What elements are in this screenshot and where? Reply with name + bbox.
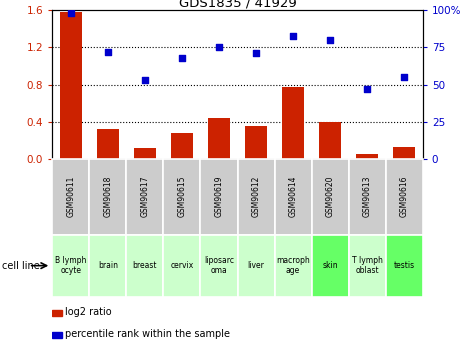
Text: T lymph
oblast: T lymph oblast — [352, 256, 383, 275]
Point — [326, 37, 334, 43]
Bar — [238, 159, 275, 235]
Bar — [163, 235, 200, 297]
Text: GSM90616: GSM90616 — [400, 176, 408, 217]
Text: GSM90617: GSM90617 — [141, 176, 149, 217]
Text: GSM90619: GSM90619 — [215, 176, 223, 217]
Text: GSM90613: GSM90613 — [363, 176, 371, 217]
Bar — [386, 235, 423, 297]
Bar — [349, 159, 386, 235]
Bar — [134, 148, 156, 159]
Bar — [238, 235, 275, 297]
Bar — [126, 235, 163, 297]
Bar — [52, 159, 89, 235]
Point — [363, 86, 371, 92]
Text: GSM90620: GSM90620 — [326, 176, 334, 217]
Point — [252, 51, 260, 56]
Bar — [349, 235, 386, 297]
Text: brain: brain — [98, 261, 118, 270]
Text: testis: testis — [394, 261, 415, 270]
Bar — [60, 12, 82, 159]
Text: GSM90615: GSM90615 — [178, 176, 186, 217]
Bar — [386, 159, 423, 235]
Bar — [245, 126, 267, 159]
Text: log2 ratio: log2 ratio — [65, 307, 112, 317]
Text: skin: skin — [323, 261, 338, 270]
Bar — [89, 235, 126, 297]
Text: breast: breast — [133, 261, 157, 270]
Bar — [200, 235, 238, 297]
Point — [67, 11, 75, 16]
Point — [141, 77, 149, 83]
Bar — [52, 235, 89, 297]
Text: cell line: cell line — [2, 261, 40, 270]
Bar — [275, 235, 312, 297]
Bar — [171, 133, 193, 159]
Bar — [52, 310, 62, 316]
Bar — [319, 122, 341, 159]
Bar — [208, 118, 230, 159]
Bar — [89, 159, 126, 235]
Text: macroph
age: macroph age — [276, 256, 310, 275]
Text: GSM90618: GSM90618 — [104, 176, 112, 217]
Bar — [126, 159, 163, 235]
Bar — [200, 159, 238, 235]
Text: liposarc
oma: liposarc oma — [204, 256, 234, 275]
Bar — [393, 147, 415, 159]
Point — [178, 55, 186, 61]
Bar — [312, 235, 349, 297]
Bar — [163, 159, 200, 235]
Text: GSM90614: GSM90614 — [289, 176, 297, 217]
Text: liver: liver — [247, 261, 265, 270]
Bar — [282, 87, 304, 159]
Text: GSM90612: GSM90612 — [252, 176, 260, 217]
Text: GSM90611: GSM90611 — [66, 176, 75, 217]
Bar — [52, 332, 62, 338]
Text: percentile rank within the sample: percentile rank within the sample — [65, 329, 230, 339]
Text: B lymph
ocyte: B lymph ocyte — [55, 256, 86, 275]
Point — [104, 49, 112, 55]
Bar — [312, 159, 349, 235]
Bar — [97, 129, 119, 159]
Text: cervix: cervix — [171, 261, 193, 270]
Point — [215, 45, 223, 50]
Bar — [356, 154, 378, 159]
Point — [400, 75, 408, 80]
Point — [289, 33, 297, 38]
Title: GDS1835 / 41929: GDS1835 / 41929 — [179, 0, 296, 9]
Bar — [275, 159, 312, 235]
